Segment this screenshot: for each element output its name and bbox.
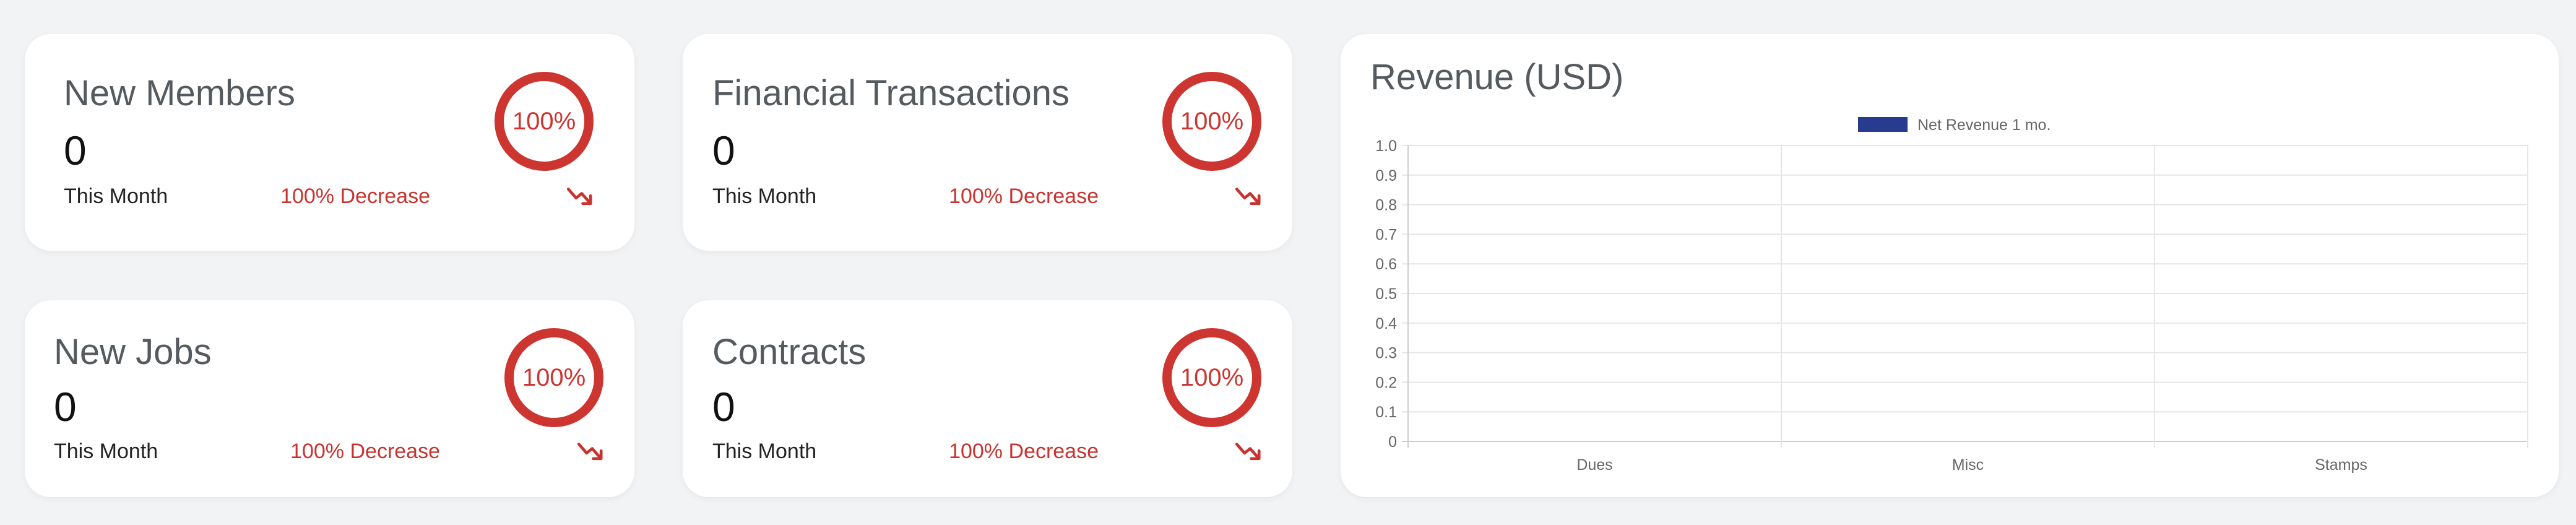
stat-card-financial-transactions: Financial Transactions 0 This Month 100%… — [683, 34, 1292, 251]
stat-card-new-jobs: New Jobs 0 This Month 100% 100% Decrease — [25, 300, 634, 497]
percent-ring: 100% — [1162, 328, 1261, 427]
stat-value: 0 — [712, 384, 735, 430]
revenue-chart-card: Revenue (USD) 0 0.1 0.2 0.3 0.4 0.5 0.6 0.7 0.8 0… — [1341, 34, 2559, 497]
stat-period: This Month — [54, 440, 158, 463]
y-tick-label: 0.4 — [1375, 315, 1397, 332]
y-tick-label: 0.3 — [1375, 345, 1397, 362]
percent-ring: 100% — [1162, 72, 1261, 171]
trending-down-icon — [1235, 443, 1261, 461]
x-tick-label: Dues — [1576, 456, 1612, 474]
y-tick-label: 0 — [1388, 433, 1397, 451]
y-tick-label: 0.9 — [1375, 167, 1397, 184]
stat-value: 0 — [54, 384, 77, 430]
y-tick-label: 0.5 — [1375, 285, 1397, 303]
percent-ring-label: 100% — [522, 363, 586, 391]
stat-period: This Month — [712, 440, 817, 463]
x-tick-label: Stamps — [2315, 456, 2367, 474]
y-tick-label: 0.7 — [1375, 226, 1397, 243]
stat-card-contracts: Contracts 0 This Month 100% 100% Decreas… — [683, 300, 1292, 497]
stat-change: 100% Decrease — [290, 440, 440, 463]
stat-period: This Month — [64, 184, 168, 208]
trending-down-icon — [567, 188, 592, 206]
y-tick-label: 1.0 — [1375, 137, 1397, 155]
stat-title: New Jobs — [54, 332, 212, 372]
percent-ring-label: 100% — [1180, 363, 1244, 391]
y-tick-label: 0.2 — [1375, 374, 1397, 391]
percent-ring-label: 100% — [512, 107, 576, 135]
trending-down-icon — [1235, 188, 1261, 206]
stat-title: Financial Transactions — [712, 73, 1070, 113]
stat-title: New Members — [64, 73, 295, 113]
stat-change: 100% Decrease — [280, 184, 430, 208]
percent-ring: 100% — [504, 328, 603, 427]
stat-value: 0 — [712, 128, 735, 173]
stat-card-new-members: New Members 0 This Month 100% 100% Decre… — [25, 34, 634, 251]
legend-swatch — [1858, 117, 1908, 132]
revenue-bar-chart: 0 0.1 0.2 0.3 0.4 0.5 0.6 0.7 0.8 0.9 1.0 Dues Misc S… — [1375, 116, 2528, 474]
percent-ring-label: 100% — [1180, 107, 1244, 135]
stat-change: 100% Decrease — [949, 440, 1099, 463]
stat-value: 0 — [64, 128, 87, 173]
y-tick-label: 0.8 — [1375, 197, 1397, 214]
trending-down-icon — [577, 443, 603, 461]
stat-period: This Month — [712, 184, 817, 208]
stat-title: Contracts — [712, 332, 867, 372]
percent-ring: 100% — [495, 72, 594, 171]
y-tick-label: 0.6 — [1375, 256, 1397, 273]
y-tick-label: 0.1 — [1375, 404, 1397, 421]
chart-title: Revenue (USD) — [1370, 57, 1624, 97]
legend-label: Net Revenue 1 mo. — [1917, 116, 2051, 134]
x-tick-label: Misc — [1952, 456, 1984, 474]
stat-change: 100% Decrease — [949, 184, 1099, 208]
